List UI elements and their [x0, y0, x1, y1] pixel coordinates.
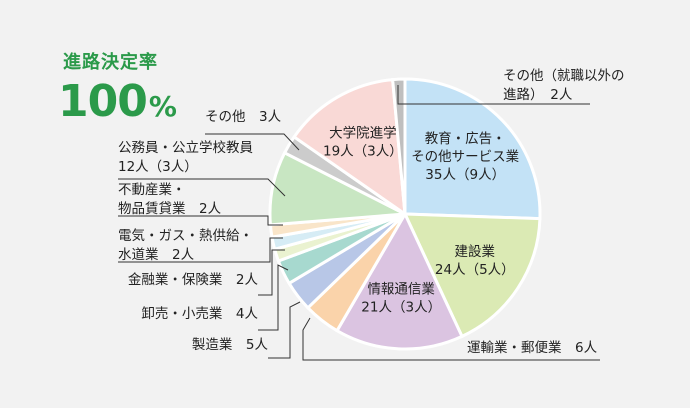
leader-line	[258, 264, 289, 331]
slice-label: 卸売・小売業 4人	[141, 306, 258, 322]
slice-label: 金融業・保険業 2人	[128, 272, 259, 288]
rate-number: 100	[58, 76, 148, 127]
page-title: 進路決定率	[63, 52, 158, 73]
slice-label: 水道業 2人	[118, 247, 195, 263]
slice-label: その他 3人	[205, 109, 282, 125]
pie-slice	[334, 210, 464, 351]
leader-line	[302, 317, 600, 361]
slice-label: 24人（5人）	[435, 262, 515, 278]
leader-line	[397, 85, 590, 105]
pie-slice	[292, 77, 407, 218]
slice-label: 運輸業・郵便業 6人	[467, 340, 598, 356]
slice-label: 情報通信業	[367, 282, 435, 298]
leader-line	[118, 215, 283, 226]
leader-line	[268, 301, 301, 359]
slice-label: 不動産業・	[118, 182, 186, 198]
slice-label: 建設業	[455, 244, 496, 260]
slice-label: 12人（3人）	[118, 159, 198, 175]
leader-line	[118, 178, 286, 197]
slice-label: その他サービス業	[411, 149, 519, 165]
slice-label: 35人（9人）	[425, 167, 505, 183]
slice-label: 製造業 5人	[192, 337, 269, 353]
slice-label: 教育・広告・	[425, 131, 506, 147]
slice-label: 電気・ガス・熱供給・	[118, 228, 253, 244]
slice-label: 大学院進学	[329, 126, 397, 142]
pie-slice	[403, 77, 542, 221]
pie-slice	[402, 212, 542, 339]
slice-label: 21人（3人）	[361, 300, 441, 316]
slice-label: 19人（3人）	[323, 144, 403, 160]
slice-label: 公務員・公立学校教員	[118, 139, 253, 156]
rate-value: 100%	[58, 80, 177, 124]
slice-label: 物品賃貸業 2人	[118, 201, 222, 217]
slice-label: その他（就職以外の	[503, 68, 625, 84]
pie-slice	[390, 77, 407, 215]
leader-line	[205, 133, 300, 151]
rate-unit: %	[148, 90, 177, 123]
slice-label: 進路） 2人	[503, 87, 573, 103]
leader-line	[118, 237, 283, 263]
leader-line	[258, 249, 285, 296]
